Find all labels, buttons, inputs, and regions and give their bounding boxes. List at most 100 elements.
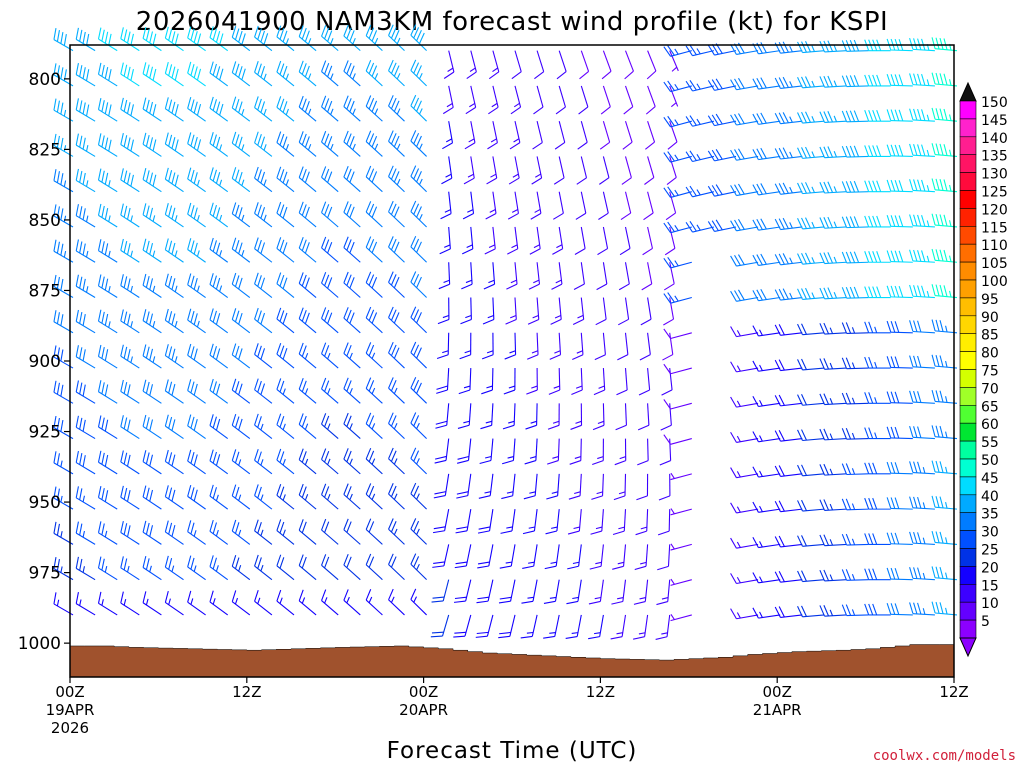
barb-full xyxy=(168,346,173,358)
wind-barb xyxy=(460,297,472,325)
wind-barb xyxy=(663,80,692,93)
barb-half xyxy=(833,186,838,193)
barb-full xyxy=(890,603,896,615)
barb-full xyxy=(196,68,202,81)
barb-staff xyxy=(120,320,140,334)
barb-staff xyxy=(142,461,162,475)
wind-barb xyxy=(662,332,674,361)
barb-full xyxy=(456,491,469,495)
barb-full xyxy=(532,142,543,150)
wind-barb xyxy=(909,249,935,263)
wind-barb xyxy=(430,614,450,638)
barb-full xyxy=(931,213,936,226)
barb-full xyxy=(853,145,860,157)
colorbar-swatch xyxy=(959,476,977,496)
wind-barb xyxy=(730,467,759,479)
barb-full xyxy=(845,322,852,334)
wind-barb xyxy=(276,96,295,122)
barb-full xyxy=(324,27,330,40)
barb-full xyxy=(640,318,652,326)
barb-half xyxy=(215,529,219,537)
barb-full xyxy=(56,559,60,571)
barb-full xyxy=(215,101,221,114)
barb-full xyxy=(849,216,856,228)
barb-staff xyxy=(647,85,656,107)
barb-staff xyxy=(165,284,184,298)
wind-barb xyxy=(752,466,781,478)
barb-full xyxy=(241,68,246,81)
wind-barb xyxy=(298,272,317,298)
barb-staff xyxy=(254,142,273,157)
barb-full xyxy=(917,285,922,297)
barb-full xyxy=(388,95,394,107)
barb-staff xyxy=(447,332,450,355)
barb-full xyxy=(774,113,781,124)
barb-full xyxy=(760,112,767,124)
colorbar-label: 130 xyxy=(981,167,1008,183)
wind-barb xyxy=(276,484,295,510)
barb-full xyxy=(212,522,218,534)
barb-full xyxy=(168,522,173,535)
barb-full xyxy=(60,208,64,221)
barb-staff xyxy=(343,106,361,122)
barb-half xyxy=(463,420,470,424)
barb-full xyxy=(321,201,327,213)
barb-half xyxy=(949,220,952,227)
wind-barb xyxy=(886,73,913,87)
wind-barb xyxy=(797,605,825,618)
barb-staff xyxy=(231,72,251,87)
barb-full xyxy=(254,519,259,531)
wind-barb xyxy=(164,61,184,87)
barb-half xyxy=(529,456,537,459)
wind-barb xyxy=(75,168,96,193)
wind-barb xyxy=(365,95,383,122)
barb-full xyxy=(104,349,109,361)
barb-full xyxy=(774,536,781,548)
barb-full xyxy=(327,312,333,324)
barb-full xyxy=(730,185,737,196)
wind-barb xyxy=(909,284,935,299)
barb-staff xyxy=(388,35,405,52)
wind-barb xyxy=(645,121,656,150)
barb-half xyxy=(374,143,379,150)
barb-full xyxy=(193,489,198,502)
barb-full xyxy=(368,274,375,286)
barb-full xyxy=(212,557,218,570)
barb-staff xyxy=(120,108,140,122)
barb-staff xyxy=(98,250,118,263)
barb-full xyxy=(257,345,262,358)
barb-full xyxy=(864,215,870,228)
y-tick-label: 1000 xyxy=(18,634,61,654)
wind-barb xyxy=(774,606,803,619)
wind-barb xyxy=(120,309,140,334)
wind-barb xyxy=(410,412,427,439)
barb-full xyxy=(939,249,944,262)
barb-full xyxy=(149,489,154,502)
barb-full xyxy=(82,419,86,432)
barb-full xyxy=(886,497,892,509)
wind-barb xyxy=(365,518,383,545)
barb-full xyxy=(872,109,878,122)
barb-full xyxy=(752,219,759,231)
barb-full xyxy=(864,321,870,333)
wind-barb xyxy=(120,415,140,440)
barb-half xyxy=(789,257,793,264)
barb-full xyxy=(120,591,124,604)
wind-barb xyxy=(142,203,162,228)
barb-full xyxy=(939,284,944,297)
barb-staff xyxy=(98,532,118,545)
barb-full xyxy=(434,459,447,464)
barb-half xyxy=(670,472,675,479)
barb-half xyxy=(416,563,420,571)
barb-full xyxy=(324,380,330,392)
barb-full xyxy=(123,29,128,42)
barb-half xyxy=(152,356,156,363)
barb-staff xyxy=(667,579,671,602)
barb-full xyxy=(145,99,150,112)
barb-full xyxy=(416,241,422,253)
barb-full xyxy=(435,420,448,425)
wind-barb xyxy=(658,473,671,501)
barb-full xyxy=(390,274,397,286)
barb-half xyxy=(811,45,815,52)
wind-barb xyxy=(594,332,606,361)
